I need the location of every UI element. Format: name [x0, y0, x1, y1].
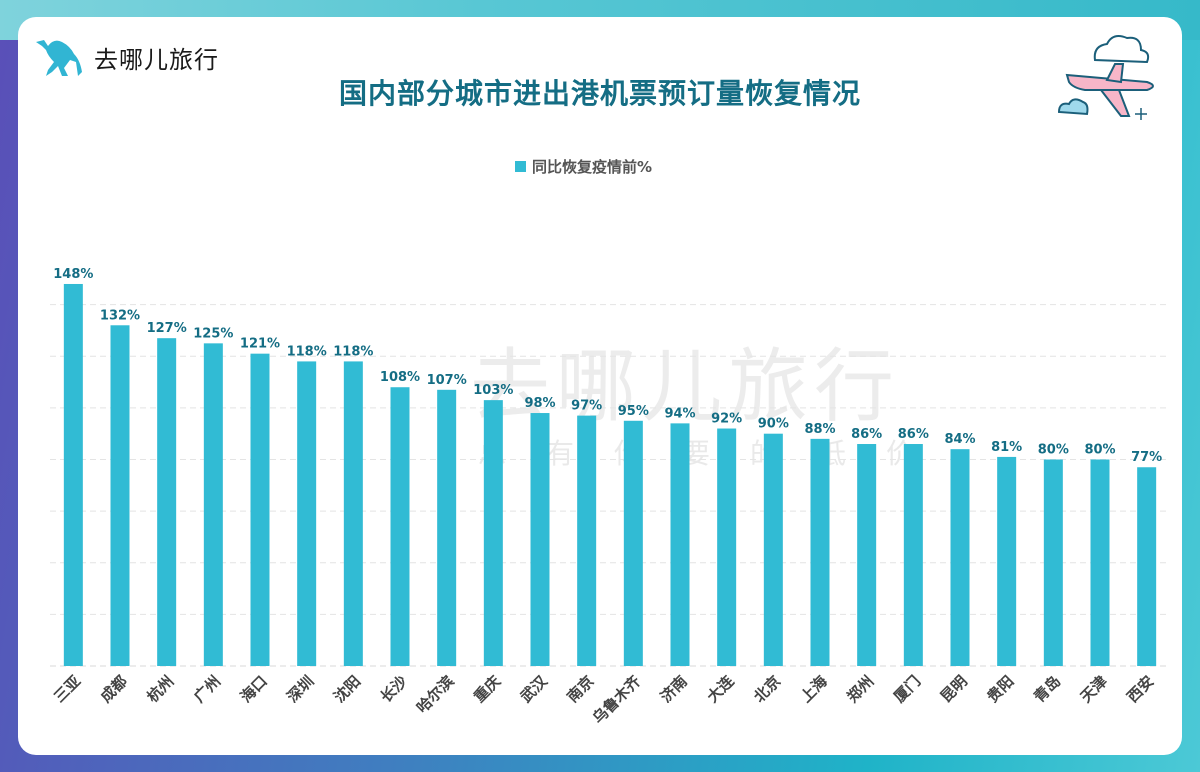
x-tick-label: 郑州 — [844, 672, 878, 706]
bar — [1137, 467, 1157, 666]
bar — [343, 361, 363, 666]
data-label: 148% — [53, 267, 93, 282]
x-tick-label: 重庆 — [470, 672, 504, 706]
data-label: 90% — [758, 417, 789, 432]
x-tick-label: 大连 — [704, 671, 739, 706]
bar — [577, 415, 597, 666]
data-label: 118% — [333, 344, 373, 359]
bar — [530, 413, 550, 666]
bar — [250, 353, 270, 666]
x-tick-label: 武汉 — [517, 671, 552, 706]
bar — [203, 343, 223, 666]
legend-swatch — [515, 161, 526, 172]
data-label: 132% — [100, 308, 140, 323]
x-tick-label: 长沙 — [377, 672, 411, 706]
data-label: 92% — [711, 412, 742, 427]
watermark-slogan: 总有你要的低价 — [478, 437, 955, 470]
x-tick-label: 杭州 — [144, 672, 178, 706]
data-label: 80% — [1038, 443, 1069, 458]
x-tick-label: 广州 — [190, 672, 224, 706]
data-label: 107% — [427, 373, 467, 388]
bar — [903, 444, 923, 666]
x-tick-label: 天津 — [1077, 672, 1111, 706]
data-label: 81% — [991, 440, 1022, 455]
chart-legend: 同比恢复疫情前% — [515, 156, 652, 177]
bar — [717, 428, 737, 666]
x-tick-label: 海口 — [237, 672, 271, 706]
data-label: 84% — [944, 432, 975, 447]
data-label: 88% — [804, 422, 835, 437]
bar — [437, 389, 457, 666]
plane-cloud-icon — [1057, 35, 1154, 120]
bar — [390, 387, 410, 666]
data-label: 86% — [898, 427, 929, 442]
data-label: 95% — [618, 404, 649, 419]
data-label: 125% — [193, 326, 233, 341]
x-tick-label: 济南 — [657, 672, 691, 706]
x-tick-label: 哈尔滨 — [413, 672, 458, 717]
brand-name: 去哪儿旅行 — [94, 45, 219, 74]
bar — [1090, 459, 1110, 666]
bar — [1043, 459, 1063, 666]
x-tick-label: 成都 — [97, 672, 131, 706]
x-tick-label: 西安 — [1124, 672, 1158, 706]
x-tick-label: 北京 — [750, 672, 784, 706]
data-label: 98% — [524, 396, 555, 411]
legend-label: 同比恢复疫情前% — [532, 158, 653, 176]
data-label: 118% — [287, 344, 327, 359]
x-tick-label: 南京 — [564, 672, 598, 706]
data-label: 108% — [380, 370, 420, 385]
bar — [157, 338, 177, 666]
x-tick-label: 贵阳 — [984, 672, 1018, 706]
x-tick-label: 昆明 — [937, 672, 971, 706]
bar — [297, 361, 317, 666]
data-label: 77% — [1131, 450, 1162, 465]
bar — [670, 423, 690, 666]
chart-title: 国内部分城市进出港机票预订量恢复情况 — [338, 77, 861, 110]
data-label: 97% — [571, 399, 602, 414]
x-tick-label: 乌鲁木齐 — [589, 671, 645, 727]
data-label: 80% — [1084, 443, 1115, 458]
data-label: 86% — [851, 427, 882, 442]
x-tick-label: 厦门 — [890, 672, 924, 706]
x-tick-label: 深圳 — [284, 672, 318, 706]
data-label: 94% — [664, 406, 695, 421]
bar — [623, 420, 643, 666]
bar — [857, 444, 877, 666]
x-tick-label: 三亚 — [50, 672, 84, 706]
bar — [63, 283, 83, 666]
bar — [110, 325, 130, 666]
bar — [950, 449, 970, 666]
bar — [763, 433, 783, 666]
data-label: 121% — [240, 337, 280, 352]
bar — [997, 456, 1017, 666]
brand-logo: 去哪儿旅行 — [34, 36, 219, 78]
data-label: 103% — [473, 383, 513, 398]
data-label: 127% — [147, 321, 187, 336]
x-tick-label: 沈阳 — [330, 672, 364, 706]
bar — [483, 400, 503, 666]
x-tick-label: 上海 — [797, 672, 831, 706]
x-tick-label: 青岛 — [1030, 672, 1064, 706]
camel-icon — [36, 40, 82, 76]
bar — [810, 438, 830, 666]
